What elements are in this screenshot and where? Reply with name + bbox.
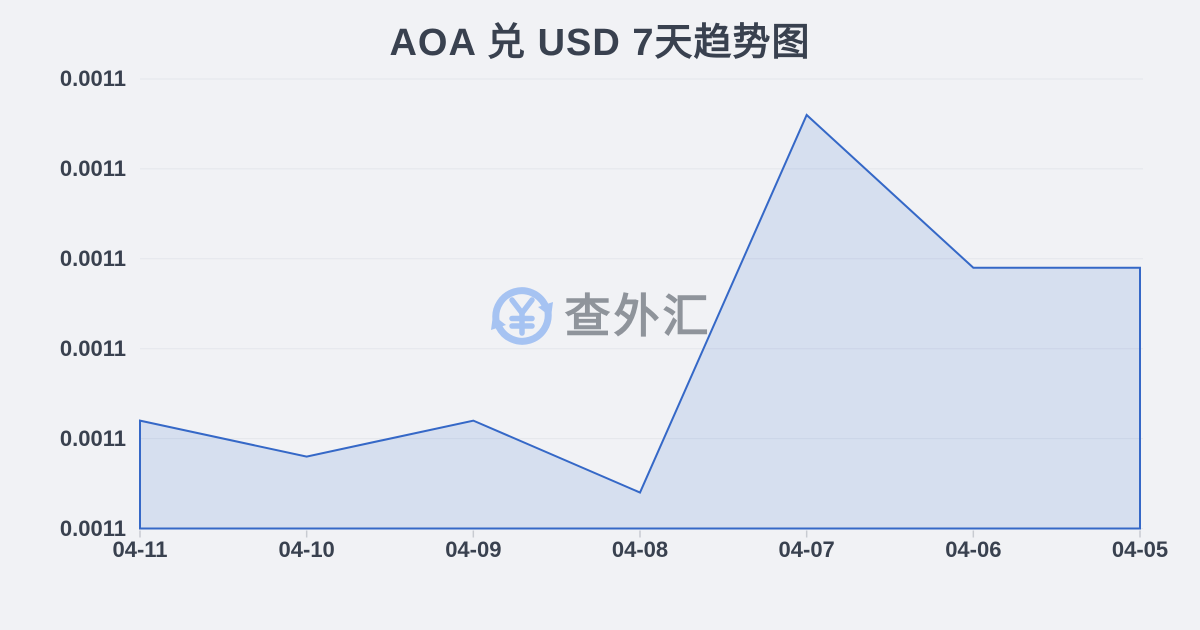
area-series <box>139 113 1141 530</box>
currency-exchange-refresh-icon <box>490 287 553 345</box>
y-tick-label: 0.0011 <box>59 335 126 361</box>
chart-title: AOA 兑 USD 7天趋势图 <box>389 22 811 64</box>
x-tick-label: 04-08 <box>611 537 669 562</box>
y-tick-label: 0.0011 <box>59 425 126 451</box>
x-tick-label: 04-09 <box>445 537 502 562</box>
y-tick-label: 0.0011 <box>59 155 126 181</box>
x-tick-label: 04-05 <box>1111 537 1169 562</box>
x-tick-label: 04-06 <box>945 537 1002 562</box>
y-tick-label: 0.0011 <box>59 515 126 541</box>
x-tick-label: 04-11 <box>112 537 168 562</box>
y-tick-label: 0.0011 <box>59 66 126 91</box>
x-tick-label: 04-07 <box>778 537 835 562</box>
y-tick-label: 0.0011 <box>59 245 126 271</box>
x-tick-label: 04-10 <box>278 537 335 562</box>
watermark: 查外汇 <box>0 284 1200 348</box>
watermark-text: 查外汇 <box>564 290 712 342</box>
